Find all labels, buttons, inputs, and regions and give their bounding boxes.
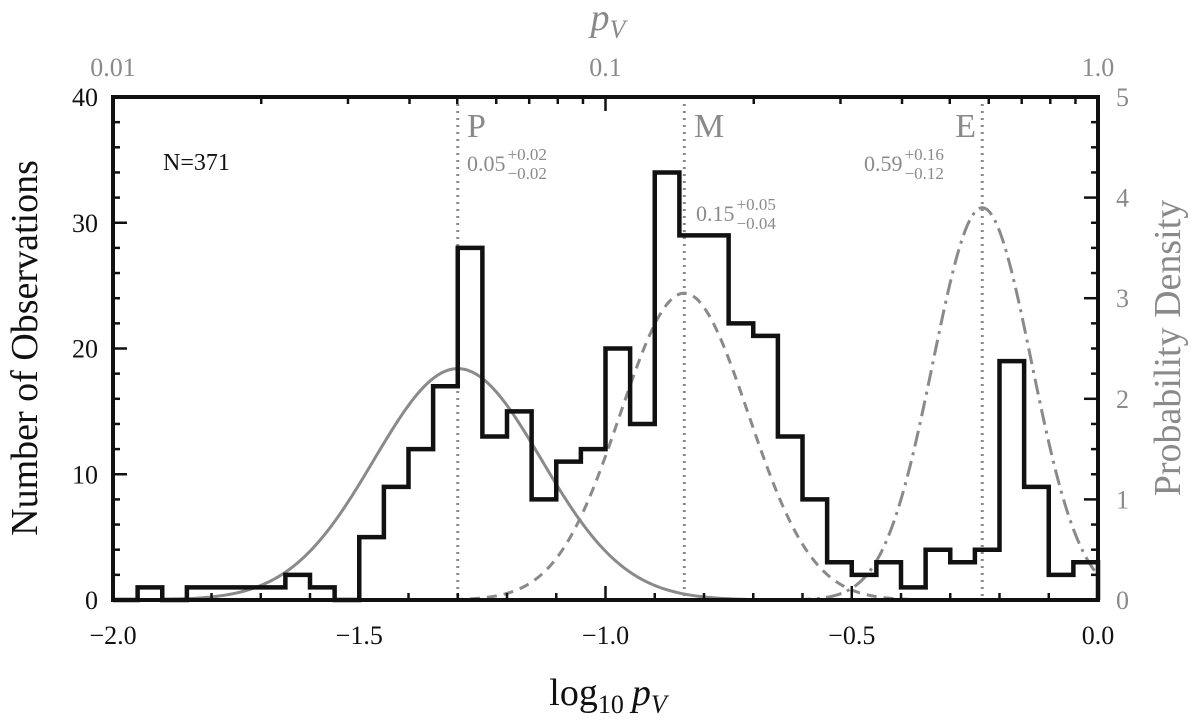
histogram-outline — [113, 170, 1101, 603]
albedo-value: 0.15 — [696, 201, 735, 226]
axis-ticks — [111, 95, 1100, 602]
x-tick-label: −0.5 — [828, 621, 875, 650]
albedo-value: 0.05 — [467, 151, 506, 176]
albedo-lower-error: −0.02 — [508, 164, 547, 183]
top-axis-title-sub: V — [610, 15, 629, 44]
x-axis-title-base: 10 — [598, 690, 624, 719]
y-axis-title-right: Probability Density — [1147, 200, 1189, 497]
pdf-curve-m — [113, 291, 1098, 602]
component-label-p: P — [467, 108, 486, 145]
albedo-upper-error: +0.02 — [508, 145, 547, 164]
y-left-tick-label: 20 — [72, 335, 98, 364]
top-tick-label: 0.01 — [90, 53, 136, 82]
albedo-lower-error: −0.04 — [737, 214, 777, 233]
y-left-tick-label: 40 — [72, 83, 98, 112]
y-axis-title-left: Number of Observations — [4, 160, 46, 536]
x-tick-label: −1.5 — [336, 621, 383, 650]
y-left-tick-label: 30 — [72, 209, 98, 238]
tick-labels: −2.0 −1.5 −1.0 −0.5 0.0 0.01 0.1 1.0 0 10 20 30 40 0 1… — [72, 53, 1129, 650]
albedo-value: 0.59 — [864, 151, 903, 176]
top-tick-label: 0.1 — [589, 53, 622, 82]
albedo-upper-error: +0.05 — [737, 195, 776, 214]
y-left-tick-label: 0 — [85, 586, 98, 615]
y-right-tick-label: 4 — [1116, 184, 1129, 213]
x-tick-label: 0.0 — [1082, 621, 1115, 650]
y-right-tick-label: 1 — [1116, 485, 1129, 514]
x-axis-title: log10 pV — [549, 672, 670, 719]
albedo-annotation-p: 0.05 +0.02−0.02 — [467, 145, 547, 183]
albedo-annotation-m: 0.15 +0.05−0.04 — [696, 195, 776, 233]
top-axis-title-var: p — [588, 0, 610, 39]
albedo-annotation-e: 0.59 +0.16−0.12 — [864, 145, 944, 183]
x-tick-label: −1.0 — [582, 621, 629, 650]
x-tick-label: −2.0 — [89, 621, 136, 650]
top-tick-label: 1.0 — [1082, 53, 1115, 82]
x-axis-title-var: p — [629, 672, 651, 714]
y-left-tick-label: 10 — [72, 460, 98, 489]
y-right-tick-label: 2 — [1116, 385, 1129, 414]
x-axis-title-var-sub: V — [651, 690, 670, 719]
x-axis-title-log: log — [549, 672, 598, 714]
albedo-lower-error: −0.12 — [905, 164, 944, 183]
component-label-m: M — [694, 108, 724, 145]
albedo-upper-error: +0.16 — [905, 145, 944, 164]
y-right-tick-label: 3 — [1116, 284, 1129, 313]
component-label-e: E — [955, 108, 976, 145]
y-right-tick-label: 5 — [1116, 83, 1129, 112]
sample-count-label: N=371 — [163, 150, 230, 176]
top-axis-title: pV — [588, 0, 629, 44]
y-right-tick-label: 0 — [1116, 586, 1129, 615]
